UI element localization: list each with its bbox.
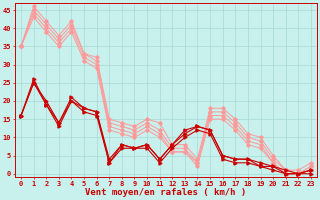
X-axis label: Vent moyen/en rafales ( km/h ): Vent moyen/en rafales ( km/h ) (85, 188, 247, 197)
